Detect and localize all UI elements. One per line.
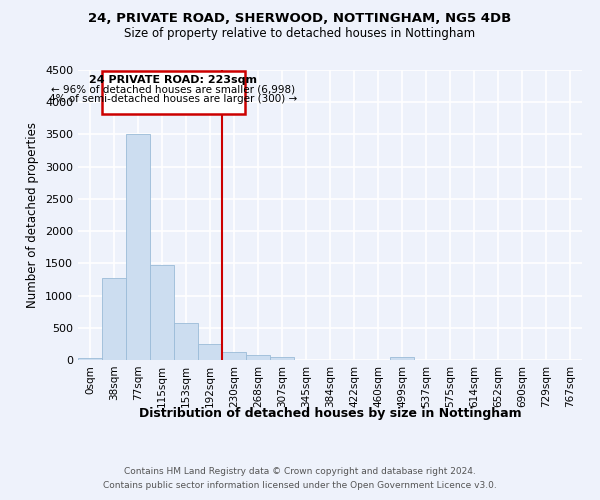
Bar [246,355,270,360]
Text: Size of property relative to detached houses in Nottingham: Size of property relative to detached ho… [124,28,476,40]
Bar [198,344,222,360]
Text: 4% of semi-detached houses are larger (300) →: 4% of semi-detached houses are larger (3… [49,94,298,104]
Y-axis label: Number of detached properties: Number of detached properties [26,122,40,308]
Bar [270,357,294,360]
Bar [150,264,174,360]
Bar [390,357,414,360]
Text: 24, PRIVATE ROAD, SHERWOOD, NOTTINGHAM, NG5 4DB: 24, PRIVATE ROAD, SHERWOOD, NOTTINGHAM, … [88,12,512,26]
Bar [78,358,102,360]
Text: Contains public sector information licensed under the Open Government Licence v3: Contains public sector information licen… [103,481,497,490]
Bar [102,278,126,360]
Text: 24 PRIVATE ROAD: 223sqm: 24 PRIVATE ROAD: 223sqm [89,75,257,85]
Bar [126,134,150,360]
FancyBboxPatch shape [102,72,245,114]
Bar [174,322,198,360]
Text: Contains HM Land Registry data © Crown copyright and database right 2024.: Contains HM Land Registry data © Crown c… [124,468,476,476]
Bar [222,352,246,360]
Text: Distribution of detached houses by size in Nottingham: Distribution of detached houses by size … [139,408,521,420]
Text: ← 96% of detached houses are smaller (6,998): ← 96% of detached houses are smaller (6,… [52,85,295,95]
